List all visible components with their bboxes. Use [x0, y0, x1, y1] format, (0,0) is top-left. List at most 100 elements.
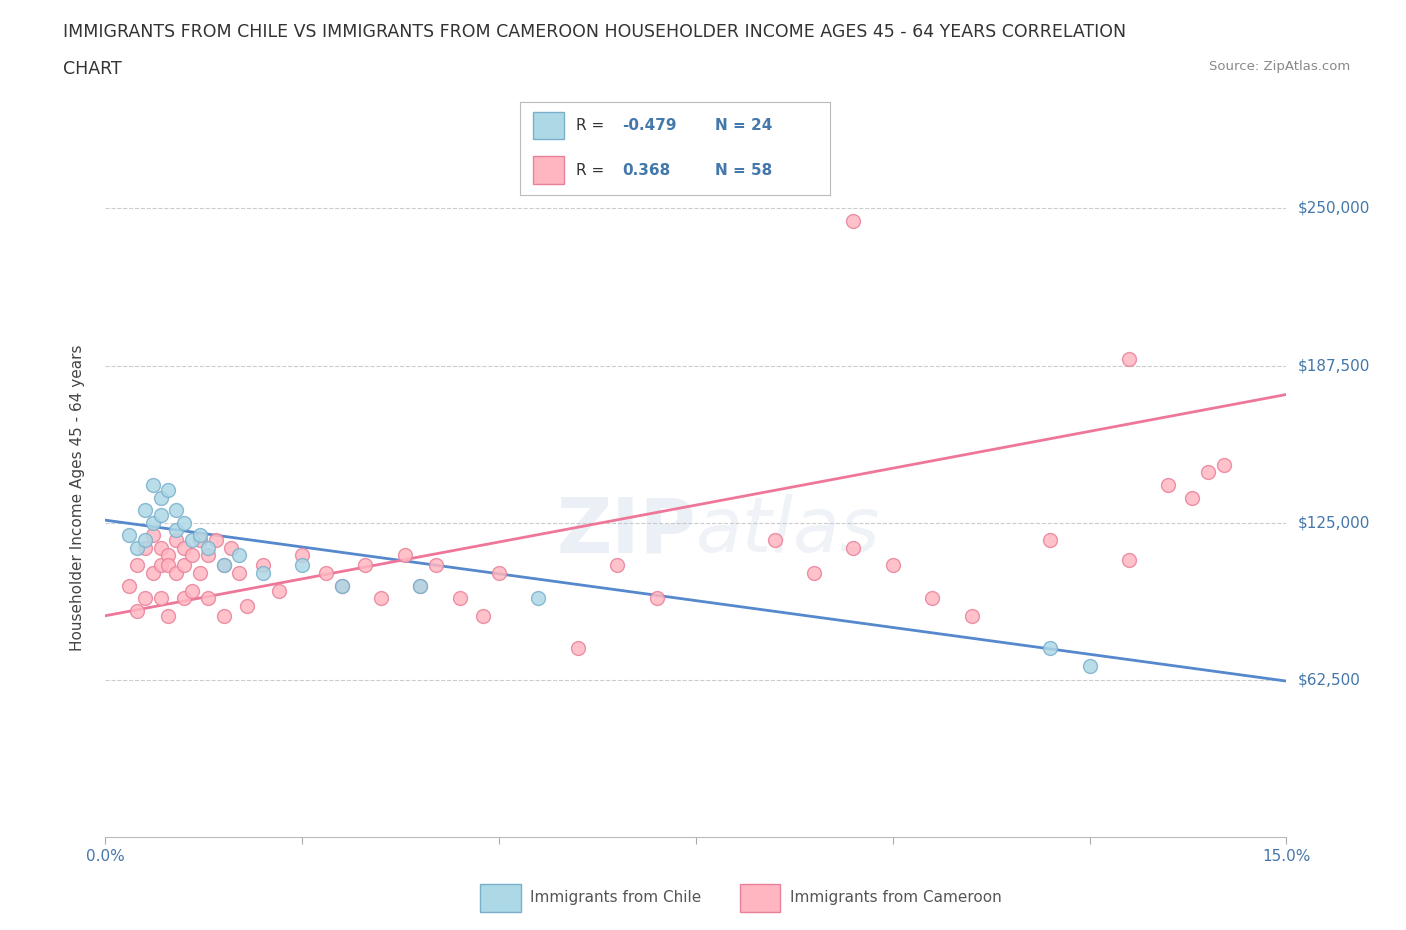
Point — [488, 565, 510, 580]
Point — [212, 558, 235, 573]
Point — [236, 598, 259, 613]
Point — [149, 490, 172, 505]
Point — [157, 548, 180, 563]
Point — [134, 503, 156, 518]
Point — [157, 608, 180, 623]
Text: $250,000: $250,000 — [1298, 201, 1369, 216]
Point — [125, 540, 148, 555]
Point — [645, 591, 668, 605]
Text: 0.368: 0.368 — [623, 163, 671, 178]
Text: atlas: atlas — [696, 495, 880, 568]
Point — [157, 558, 180, 573]
Point — [181, 533, 204, 548]
Point — [125, 604, 148, 618]
Text: $62,500: $62,500 — [1298, 672, 1361, 687]
Point — [1039, 641, 1062, 656]
Point — [449, 591, 471, 605]
Point — [165, 523, 187, 538]
Point — [212, 608, 235, 623]
Point — [567, 641, 589, 656]
Point — [1039, 533, 1062, 548]
Point — [267, 583, 290, 598]
Point — [118, 578, 141, 593]
Text: CHART: CHART — [63, 60, 122, 78]
Point — [409, 578, 432, 593]
Point — [252, 558, 274, 573]
Point — [165, 533, 187, 548]
Text: N = 24: N = 24 — [716, 118, 772, 133]
Point — [197, 591, 219, 605]
Point — [425, 558, 447, 573]
Point — [134, 591, 156, 605]
Point — [188, 565, 211, 580]
Point — [149, 591, 172, 605]
Point — [763, 533, 786, 548]
Point — [173, 558, 195, 573]
Point — [181, 548, 204, 563]
Point — [149, 540, 172, 555]
Point — [842, 540, 865, 555]
Point — [1212, 458, 1234, 472]
Point — [803, 565, 825, 580]
Point — [165, 503, 187, 518]
Point — [315, 565, 337, 580]
Point — [1118, 553, 1140, 568]
Text: IMMIGRANTS FROM CHILE VS IMMIGRANTS FROM CAMEROON HOUSEHOLDER INCOME AGES 45 - 6: IMMIGRANTS FROM CHILE VS IMMIGRANTS FROM… — [63, 23, 1126, 41]
Text: -0.479: -0.479 — [623, 118, 676, 133]
Text: Immigrants from Chile: Immigrants from Chile — [530, 890, 702, 905]
Bar — [533, 156, 564, 184]
Point — [181, 583, 204, 598]
Point — [1181, 490, 1204, 505]
Point — [157, 483, 180, 498]
Point — [1078, 658, 1101, 673]
Point — [527, 591, 550, 605]
Point — [142, 477, 165, 492]
Point — [197, 540, 219, 555]
Point — [134, 540, 156, 555]
Point — [291, 558, 314, 573]
Text: $125,000: $125,000 — [1298, 515, 1369, 530]
Point — [228, 565, 250, 580]
Point — [197, 548, 219, 563]
Point — [118, 528, 141, 543]
Point — [188, 533, 211, 548]
Point — [960, 608, 983, 623]
Point — [204, 533, 226, 548]
Point — [252, 565, 274, 580]
Point — [606, 558, 628, 573]
Point — [1118, 352, 1140, 366]
Bar — [740, 884, 780, 912]
Point — [212, 558, 235, 573]
Point — [472, 608, 495, 623]
Point — [882, 558, 904, 573]
Point — [842, 214, 865, 229]
Text: ZIP: ZIP — [557, 495, 696, 568]
Point — [149, 508, 172, 523]
Bar — [533, 112, 564, 140]
Point — [370, 591, 392, 605]
Point — [149, 558, 172, 573]
Bar — [481, 884, 520, 912]
Point — [173, 540, 195, 555]
Text: R =: R = — [576, 118, 609, 133]
Point — [354, 558, 377, 573]
Point — [291, 548, 314, 563]
Point — [188, 528, 211, 543]
Point — [125, 558, 148, 573]
Text: Source: ZipAtlas.com: Source: ZipAtlas.com — [1209, 60, 1350, 73]
Point — [1157, 477, 1180, 492]
Text: N = 58: N = 58 — [716, 163, 772, 178]
Point — [134, 533, 156, 548]
Point — [165, 565, 187, 580]
Point — [394, 548, 416, 563]
Point — [330, 578, 353, 593]
Point — [142, 515, 165, 530]
Y-axis label: Householder Income Ages 45 - 64 years: Householder Income Ages 45 - 64 years — [70, 344, 84, 651]
Text: $187,500: $187,500 — [1298, 358, 1369, 373]
Text: Immigrants from Cameroon: Immigrants from Cameroon — [790, 890, 1001, 905]
Point — [330, 578, 353, 593]
Point — [142, 565, 165, 580]
Point — [228, 548, 250, 563]
Point — [409, 578, 432, 593]
Point — [921, 591, 943, 605]
